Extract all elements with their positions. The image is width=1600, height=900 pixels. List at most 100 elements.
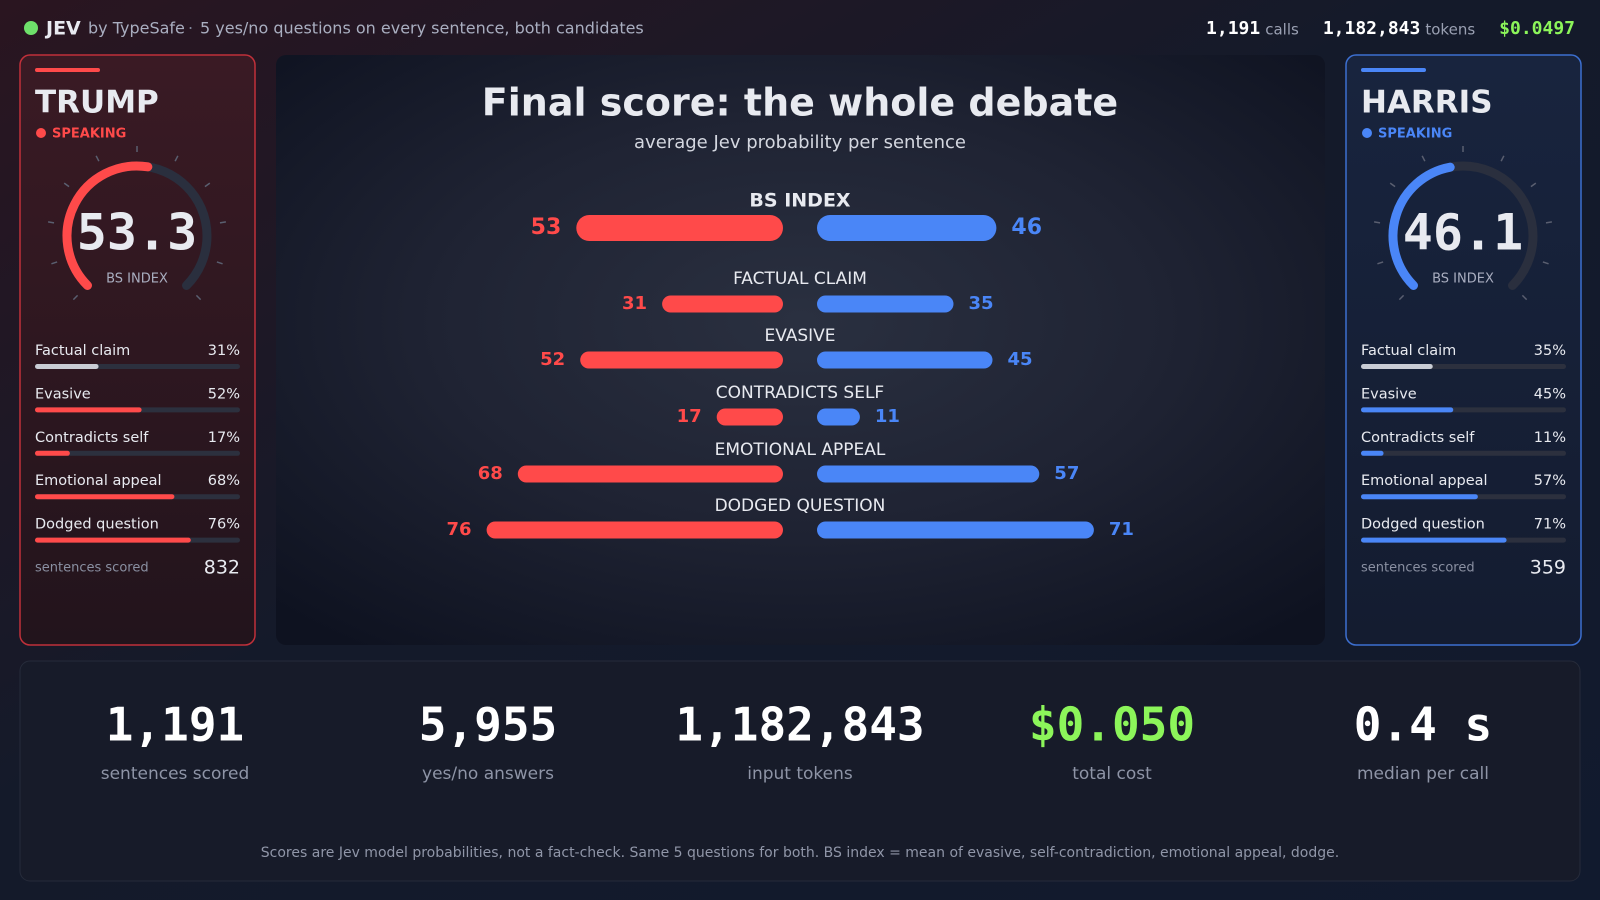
metric-label: Dodged question — [1361, 517, 1485, 533]
count-value: 832 — [204, 557, 240, 579]
gauge-value — [1388, 162, 1455, 290]
footnote: Scores are Jev model probabilities, not … — [261, 845, 1339, 861]
gauge-score: 46.1 — [1403, 204, 1523, 262]
summary-label: yes/no answers — [422, 764, 554, 784]
metric-bar — [35, 537, 191, 543]
metric-value: 68% — [208, 473, 240, 489]
separator: · — [188, 19, 193, 38]
bar — [817, 408, 860, 426]
metric-bar — [1361, 407, 1454, 413]
metric-value: 52% — [208, 386, 240, 402]
header-stat-unit: calls — [1265, 21, 1299, 39]
metric-label: Contradicts self — [35, 430, 149, 446]
accent-bar — [1361, 68, 1426, 72]
count-label: sentences scored — [1361, 561, 1475, 576]
gauge-tick-decoration — [1530, 182, 1537, 188]
metric-bar — [1361, 537, 1507, 543]
bar-value: 17 — [677, 406, 702, 427]
metric-track — [1361, 450, 1566, 456]
header-stat-value: $0.0497 — [1499, 18, 1575, 39]
bar — [817, 215, 997, 241]
summary-label: total cost — [1072, 764, 1152, 784]
count-value: 359 — [1530, 557, 1566, 579]
gauge-tick-decoration — [1398, 294, 1405, 301]
gauge-tick-decoration — [1389, 182, 1396, 188]
row-label: FACTUAL CLAIM — [733, 269, 867, 289]
bar — [517, 465, 783, 483]
bar-value: 76 — [447, 519, 472, 540]
metric-bar — [35, 407, 142, 413]
bar — [576, 215, 783, 241]
metric-bar — [1361, 494, 1478, 500]
row-label: EVASIVE — [764, 326, 835, 346]
gauge-tick-decoration — [63, 182, 70, 188]
comparison-subtitle: average Jev probability per sentence — [634, 132, 966, 153]
stage-panel — [276, 55, 1325, 645]
bar — [817, 351, 993, 369]
gauge-tick-decoration — [216, 261, 223, 265]
brand: JEV — [44, 18, 81, 40]
summary-label: sentences scored — [101, 764, 250, 784]
summary-value: 0.4 s — [1354, 698, 1492, 752]
metric-bar — [35, 364, 99, 369]
gauge-tick-decoration — [195, 294, 202, 301]
metric-label: Emotional appeal — [35, 473, 162, 489]
metric-value: 31% — [208, 343, 240, 359]
gauge-tick-decoration — [174, 155, 179, 162]
status-dot — [36, 128, 46, 138]
candidate-status: SPEAKING — [52, 127, 126, 142]
bar-value: 31 — [622, 293, 647, 314]
gauge-tick-decoration — [47, 221, 55, 224]
summary-panel — [19, 660, 1581, 882]
metric-value: 71% — [1534, 517, 1566, 533]
bar-value: 11 — [875, 406, 900, 427]
gauge-tick-decoration — [51, 261, 58, 265]
gauge-label: BS INDEX — [1432, 272, 1494, 287]
row-label: BS INDEX — [749, 190, 851, 212]
metric-bar — [35, 450, 70, 456]
header-stat-unit: tokens — [1425, 21, 1475, 39]
gauge-tick-decoration — [1542, 261, 1549, 265]
metric-bar — [1361, 450, 1384, 456]
status-dot — [1362, 128, 1372, 138]
metric-bar — [1361, 364, 1433, 369]
bar — [817, 465, 1040, 483]
metric-track — [35, 450, 240, 456]
summary-value: 5,955 — [419, 698, 557, 752]
metric-value: 76% — [208, 517, 240, 533]
metric-label: Dodged question — [35, 517, 159, 533]
tagline: 5 yes/no questions on every sentence, bo… — [200, 19, 644, 38]
metric-value: 45% — [1534, 386, 1566, 402]
candidate-status: SPEAKING — [1378, 127, 1452, 142]
row-label: EMOTIONAL APPEAL — [715, 440, 886, 460]
candidate-name: HARRIS — [1361, 85, 1493, 121]
row-label: DODGED QUESTION — [715, 496, 886, 516]
bar-value: 68 — [478, 463, 503, 484]
gauge-tick-decoration — [72, 294, 79, 301]
bar-value: 53 — [531, 215, 562, 240]
metric-value: 57% — [1534, 473, 1566, 489]
gauge-value — [62, 161, 153, 290]
gauge-score: 53.3 — [77, 204, 197, 262]
bar — [817, 295, 954, 313]
bar — [662, 295, 783, 313]
gauge-tick-decoration — [1545, 221, 1553, 224]
gauge-label: BS INDEX — [106, 272, 168, 287]
metric-value: 35% — [1534, 343, 1566, 359]
bar — [580, 351, 783, 369]
accent-bar — [35, 68, 100, 72]
live-dot — [24, 21, 38, 35]
bar — [716, 408, 783, 426]
metric-label: Contradicts self — [1361, 430, 1475, 446]
metric-value: 11% — [1534, 430, 1566, 446]
bar-value: 46 — [1011, 215, 1042, 240]
gauge-tick-decoration — [1373, 221, 1381, 224]
gauge-tick-decoration — [95, 155, 100, 162]
bar — [486, 521, 783, 539]
gauge-tick-decoration — [1521, 294, 1528, 301]
bar-value: 35 — [969, 293, 994, 314]
metric-label: Emotional appeal — [1361, 473, 1488, 489]
summary-value: 1,182,843 — [675, 698, 924, 752]
